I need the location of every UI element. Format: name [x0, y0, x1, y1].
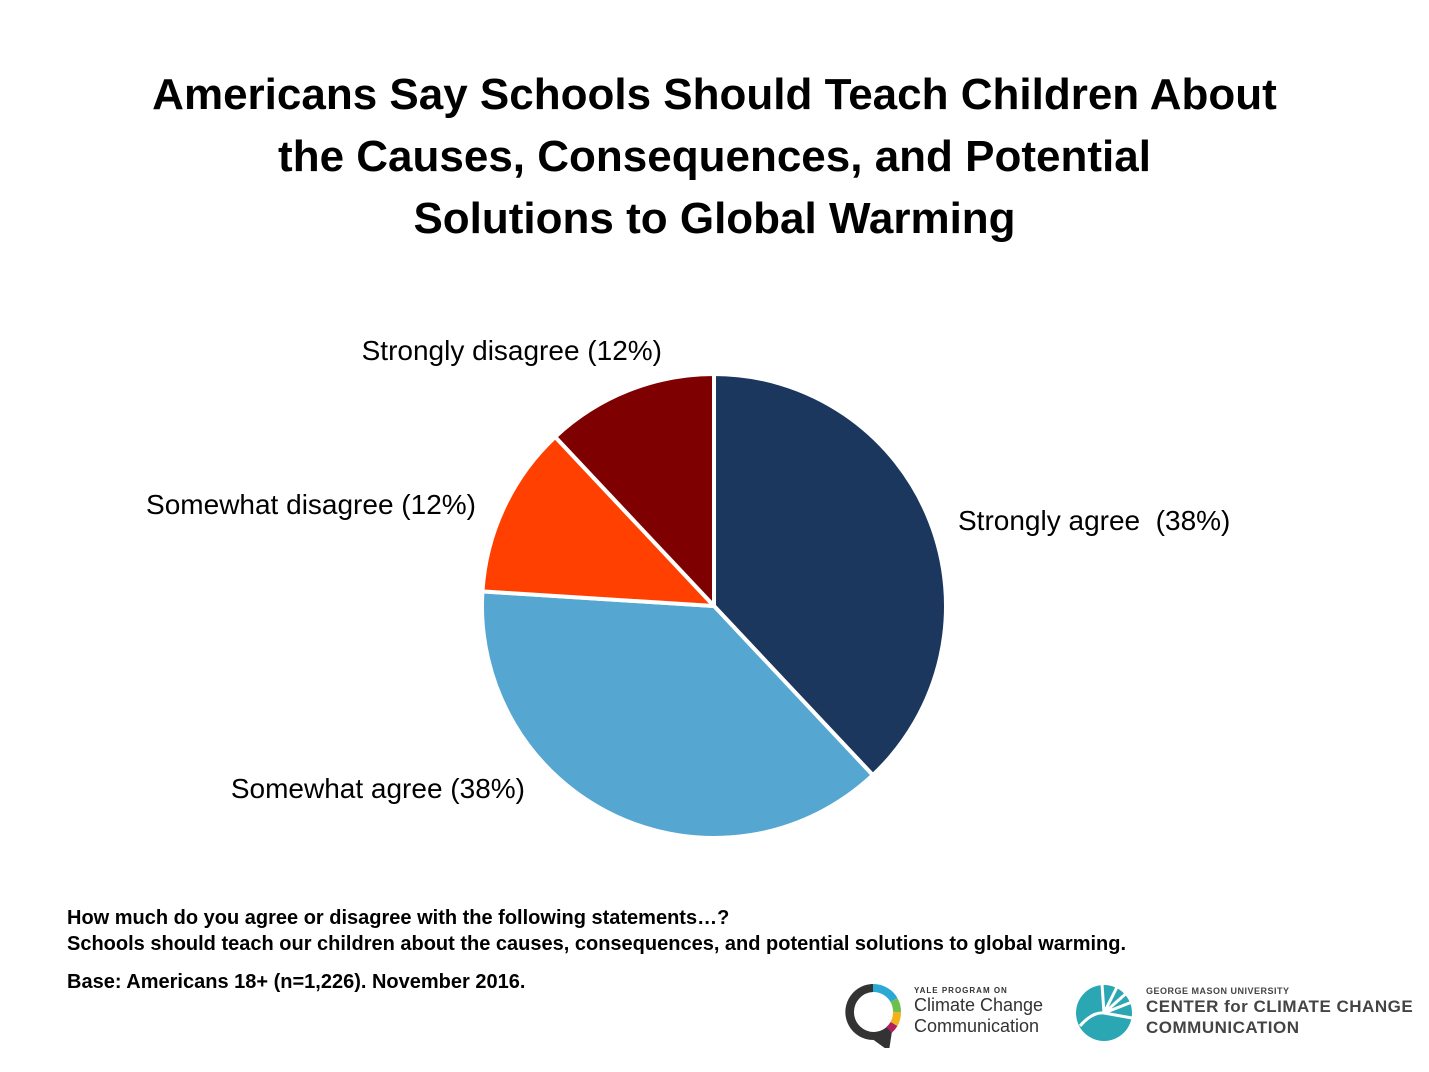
pie-slice-4 [553, 372, 716, 608]
survey-statement: Schools should teach our children about … [67, 933, 1127, 955]
slice-label-4: Strongly disagree (12%) [362, 335, 662, 366]
yale-logo-line2: Climate Change [914, 995, 1044, 1015]
slice-label-3: Somewhat disagree (12%) [146, 489, 476, 520]
pie-slice-2 [480, 589, 875, 840]
chart-title-line-2: the Causes, Consequences, and Potential [278, 132, 1151, 181]
yale-logo-line3: Communication [914, 1016, 1040, 1036]
pie-slice-3 [480, 434, 716, 608]
chart-title: Americans Say Schools Should Teach Child… [20, 64, 1409, 250]
survey-question: How much do you agree or disagree with t… [67, 907, 730, 929]
yale-logo-icon [845, 983, 901, 1052]
yale-logo: YALE PROGRAM ON Climate Change Communica… [842, 982, 1043, 1053]
yale-logo-line1: YALE PROGRAM ON [914, 986, 1008, 995]
chart-title-line-1: Americans Say Schools Should Teach Child… [152, 70, 1277, 119]
gmu-logo: GEORGE MASON UNIVERSITY CENTER for CLIMA… [1072, 982, 1413, 1049]
gmu-logo-line1: GEORGE MASON UNIVERSITY [1146, 986, 1290, 996]
gmu-logo-line3: COMMUNICATION [1146, 1018, 1300, 1037]
gmu-logo-line2: CENTER for CLIMATE CHANGE [1146, 997, 1414, 1016]
slice-label-2: Somewhat agree (38%) [231, 773, 525, 804]
slice-label-1: Strongly agree (38%) [958, 505, 1230, 536]
survey-base: Base: Americans 18+ (n=1,226). November … [67, 971, 526, 993]
pie-slice-1 [712, 372, 948, 778]
gmu-logo-icon [1076, 983, 1133, 1041]
chart-title-line-3: Solutions to Global Warming [413, 194, 1016, 243]
